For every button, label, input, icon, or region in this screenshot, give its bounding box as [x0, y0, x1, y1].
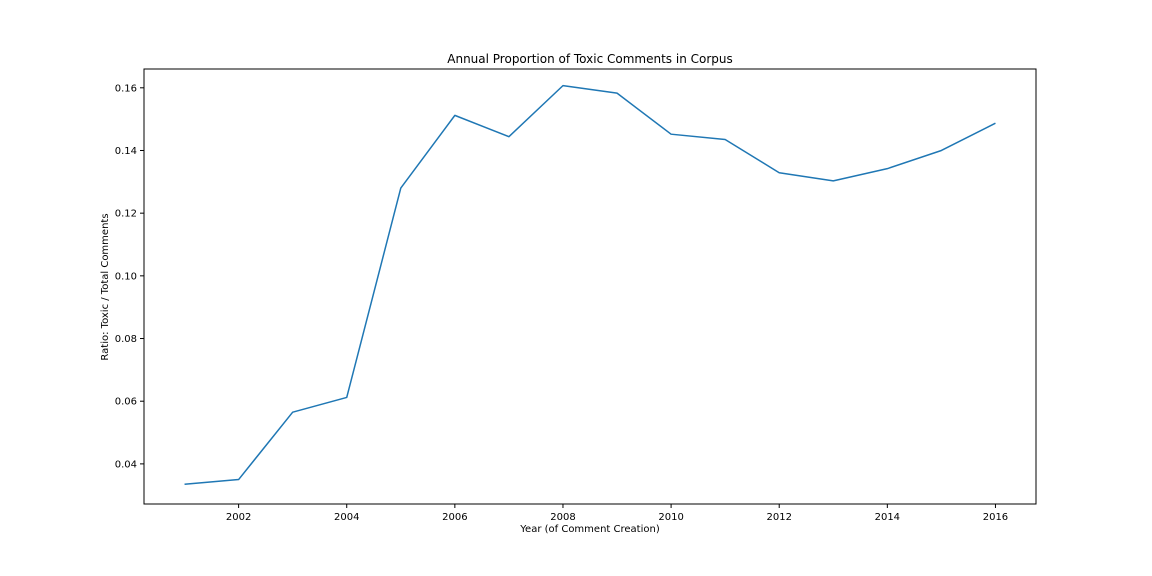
x-tick-label: 2010: [658, 512, 683, 523]
x-tick-label: 2002: [226, 512, 251, 523]
plot-frame: [143, 68, 1037, 505]
y-tick-label: 0.16: [115, 83, 137, 94]
x-axis-label: Year (of Comment Creation): [519, 524, 660, 535]
y-axis-label: Ratio: Toxic / Total Comments: [100, 213, 111, 360]
y-axis: 0.04 0.06 0.08 0.10 0.12 0.14 0.16: [115, 83, 144, 470]
y-tick-label: 0.06: [115, 397, 137, 408]
x-tick-label: 2006: [442, 512, 467, 523]
chart-title: Annual Proportion of Toxic Comments in C…: [447, 52, 733, 66]
series-line-0: [184, 84, 996, 486]
x-tick-label: 2004: [334, 512, 359, 523]
y-tick-label: 0.04: [115, 459, 137, 470]
x-axis: 2002 2004 2006 2008 2010 2012 2014 2016: [226, 504, 1008, 523]
x-tick-label: 2016: [983, 512, 1008, 523]
x-tick-label: 2008: [550, 512, 575, 523]
plot-area: [143, 68, 1037, 505]
y-tick-label: 0.14: [115, 146, 137, 157]
y-tick-label: 0.08: [115, 334, 137, 345]
y-tick-label: 0.12: [115, 209, 137, 220]
x-tick-label: 2014: [875, 512, 900, 523]
x-tick-label: 2012: [766, 512, 791, 523]
y-tick-label: 0.10: [115, 271, 137, 282]
